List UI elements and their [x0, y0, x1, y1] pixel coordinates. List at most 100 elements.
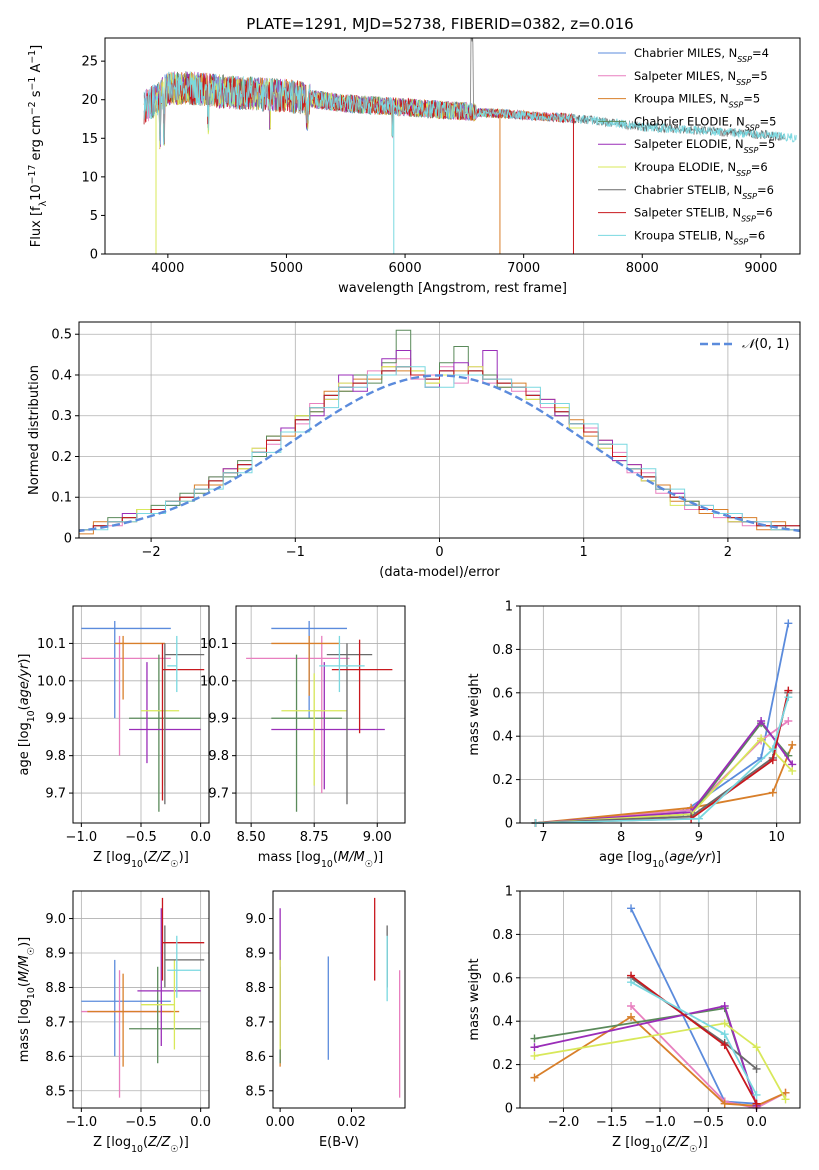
x-axis-label: E(B-V) [319, 1135, 359, 1150]
weight-point [530, 1043, 539, 1052]
weight-point [784, 619, 793, 628]
y-tick-label: 0.4 [492, 730, 513, 745]
weight-line [630, 977, 758, 1070]
spectrum-lines [143, 38, 797, 254]
weight_vs_age-lines [531, 619, 797, 827]
y-tick-label: 0.4 [492, 1015, 513, 1030]
weight-point [788, 740, 797, 749]
y-tick-label: 9.7 [45, 787, 66, 802]
x-tick-label: 5000 [270, 261, 303, 276]
x-tick-label: −2 [142, 545, 161, 560]
weight-line [534, 1022, 787, 1100]
weight-line [535, 737, 793, 824]
age_vs_Z-points [81, 620, 205, 812]
x-tick-label: 0.0 [190, 830, 211, 845]
y-tick-label: 0 [64, 532, 72, 547]
mass_vs_Z-axes [73, 891, 209, 1108]
legend-label: Kroupa MILES, NSSP=5 [634, 92, 760, 110]
y-tick-label: 0 [90, 248, 98, 263]
spectrum-frame [104, 37, 801, 255]
histogram-series [79, 366, 800, 538]
y-tick-label: 8.6 [45, 1050, 66, 1065]
y-tick-label: 0 [505, 817, 513, 832]
age_vs_mass-frame [235, 605, 406, 824]
weight-point [768, 788, 777, 797]
y-tick-label: 0.2 [492, 773, 513, 788]
y-tick-label: 0 [505, 1102, 513, 1117]
weight-point [784, 717, 793, 726]
legend-label: Salpeter STELIB, NSSP=6 [634, 206, 773, 224]
weight-point [788, 766, 797, 775]
legend-label: Chabrier STELIB, NSSP=6 [634, 183, 774, 201]
y-tick-label: 9.9 [208, 712, 229, 727]
x-tick-label: −0.5 [125, 830, 157, 845]
weight-line [535, 696, 790, 824]
x-tick-label: 7000 [507, 261, 540, 276]
figure-title: PLATE=1291, MJD=52738, FIBERID=0382, z=0… [246, 15, 633, 33]
x-tick-label: 6000 [389, 261, 422, 276]
y-tick-label: 10 [81, 170, 98, 185]
x-tick-label: 2 [724, 545, 732, 560]
x-tick-label: 4000 [151, 261, 184, 276]
x-tick-label: 9000 [744, 261, 777, 276]
y-axis-label: Flux [fλ10−17 erg cm−2 s−1 A−1] [27, 45, 49, 247]
mass_vs_Z-points [81, 897, 205, 1098]
y-tick-label: 8.6 [245, 1050, 266, 1065]
age_vs_mass-points [246, 620, 393, 812]
y-tick-label: 25 [81, 55, 98, 70]
x-tick-label: −1.0 [66, 1115, 98, 1130]
y-axis-label: age [log10(age/yr)] [17, 653, 37, 775]
y-tick-label: 0.2 [51, 450, 72, 465]
x-tick-label: 1 [580, 545, 588, 560]
x-tick-label: −1.5 [596, 1115, 628, 1130]
x-tick-label: 0.0 [190, 1115, 211, 1130]
y-tick-label: 0.6 [492, 971, 513, 986]
x-axis-label: mass [log10(M/M☉)] [258, 850, 384, 870]
y-tick-label: 8.7 [45, 1015, 66, 1030]
weight_vs_Z-lines [530, 904, 790, 1112]
weight-point [530, 1073, 539, 1082]
legend-label: Chabrier ELODIE, NSSP=5 [634, 114, 776, 131]
y-tick-label: 8.5 [45, 1084, 66, 1099]
y-tick-label: 0.2 [492, 1058, 513, 1073]
weight-point [781, 1095, 790, 1104]
y-tick-label: 8.9 [45, 947, 66, 962]
weight-point [757, 734, 766, 743]
y-tick-label: 0.8 [492, 643, 513, 658]
y-axis-label: Normed distribution [27, 365, 42, 495]
y-tick-label: 15 [81, 132, 98, 147]
y-tick-label: 10.0 [37, 674, 66, 689]
legend-label: Salpeter ELODIE, NSSP=5 [634, 137, 775, 155]
weight_vs_Z-axes [520, 890, 800, 1109]
legend-label: 𝒩(0, 1) [742, 337, 789, 352]
weight-point [530, 1051, 539, 1060]
y-tick-label: 9.0 [245, 912, 266, 927]
weight-point [627, 978, 636, 987]
mass_vs_EBV-frame [272, 890, 406, 1109]
x-tick-label: −0.5 [125, 1115, 157, 1130]
weight-line [535, 690, 790, 824]
y-tick-label: 0.3 [51, 409, 72, 424]
x-tick-label: 8000 [626, 261, 659, 276]
x-tick-label: −1.0 [66, 830, 98, 845]
y-tick-label: 8.9 [245, 947, 266, 962]
age_vs_mass-axes [236, 606, 405, 823]
legend-label: Salpeter MILES, NSSP=5 [634, 69, 768, 87]
y-tick-label: 9.9 [45, 712, 66, 727]
y-axis-label: mass [log10(M/M☉)] [17, 937, 37, 1063]
weight-point [720, 1099, 729, 1108]
weight-point [694, 814, 703, 823]
x-axis-label: age [log10(age/yr)] [599, 850, 721, 870]
x-tick-label: 0.00 [266, 1115, 295, 1130]
y-tick-label: 0.1 [51, 491, 72, 506]
x-tick-label: 10 [768, 830, 785, 845]
weight-point [720, 1041, 729, 1050]
mass_vs_EBV-points [279, 897, 401, 1098]
y-tick-label: 10.1 [37, 637, 66, 652]
x-axis-label: Z [log10(Z/Z☉)] [93, 850, 189, 870]
weight-line [535, 692, 790, 824]
weight-line [535, 744, 794, 824]
spectrum-series-line [143, 71, 797, 145]
x-tick-label: 0.02 [337, 1115, 366, 1130]
